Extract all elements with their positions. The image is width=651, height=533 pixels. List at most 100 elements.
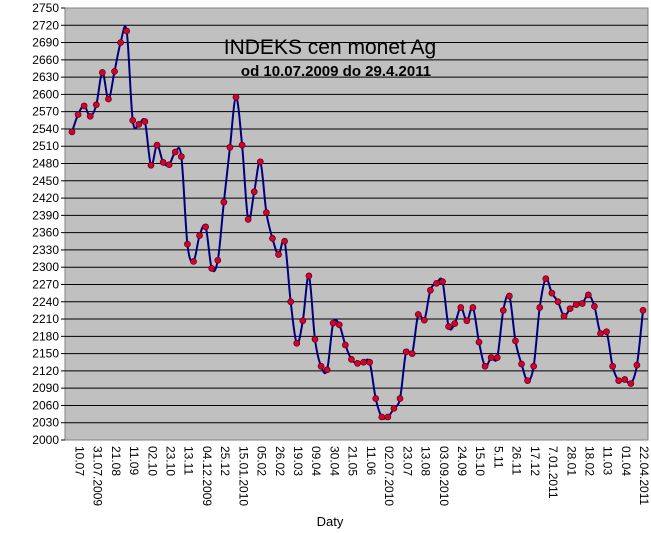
gridlines: [65, 24, 648, 424]
data-point: [542, 275, 550, 283]
data-point: [360, 358, 367, 366]
data-point: [384, 413, 392, 421]
data-point: [627, 380, 635, 387]
data-point: [378, 413, 386, 421]
x-tick-label: 15.10: [473, 446, 487, 476]
data-point: [171, 148, 179, 156]
x-tick-label: 04.12.2009: [200, 446, 214, 506]
x-tick-label: 15.01.2010: [236, 446, 250, 506]
data-point: [135, 121, 143, 128]
y-tick-label: 2690: [32, 36, 59, 50]
data-point: [299, 317, 307, 325]
data-point: [275, 251, 282, 258]
data-point: [457, 304, 465, 311]
chart-subtitle: od 10.07.2009 do 29.4.2011: [241, 63, 431, 80]
data-point: [536, 304, 544, 311]
data-point: [518, 360, 525, 368]
x-tick-label: 26.02: [273, 446, 287, 476]
data-point: [621, 376, 629, 383]
x-axis-ticks: 10.07 31.07.2009 21.08 11.09 02.10 23.10 13.11…: [72, 446, 651, 506]
y-tick-label: 2330: [32, 243, 59, 257]
data-point: [256, 158, 264, 166]
data-point: [177, 153, 185, 160]
data-point: [433, 279, 440, 287]
y-tick-label: 2570: [32, 105, 59, 119]
x-tick-label: 02.10: [145, 446, 159, 476]
x-axis-title: Daty: [317, 514, 344, 529]
x-tick-label: 11.09: [127, 446, 141, 475]
y-tick-label: 2300: [32, 260, 59, 274]
data-point: [220, 198, 228, 206]
x-tick-label: 09.04: [309, 446, 323, 476]
data-point: [329, 319, 337, 327]
plot-area: [64, 7, 649, 441]
x-tick-label: 23.10: [163, 446, 177, 476]
data-point: [86, 112, 94, 120]
x-tick-label: 18.02: [583, 446, 597, 476]
x-tick-label: 13.08: [419, 446, 433, 476]
x-tick-label: 03.09.2010: [437, 446, 451, 506]
data-point: [524, 377, 531, 385]
y-axis-ticks: 2000 2030 2060 2090 2120 2150 2180 2210 2240 2270…: [32, 1, 65, 447]
data-point: [202, 223, 209, 231]
y-tick-label: 2090: [32, 381, 59, 395]
data-point: [305, 272, 313, 280]
y-tick-label: 2600: [32, 87, 59, 101]
x-tick-label: 5.11: [491, 446, 505, 469]
y-tick-label: 2180: [32, 329, 59, 343]
data-point: [147, 161, 155, 169]
data-point: [572, 301, 580, 308]
data-point: [311, 335, 319, 343]
data-point: [80, 102, 88, 110]
data-point: [566, 305, 574, 313]
data-point: [554, 298, 562, 306]
data-point: [244, 216, 252, 223]
data-point: [469, 304, 477, 311]
data-point: [578, 300, 586, 307]
data-point: [92, 101, 100, 109]
data-point: [153, 141, 161, 149]
data-point: [439, 278, 446, 285]
x-tick-label: 21.08: [109, 446, 123, 476]
x-tick-label: 13.11: [182, 446, 196, 475]
data-point: [190, 258, 197, 265]
y-tick-label: 2660: [32, 53, 59, 67]
y-tick-label: 2000: [32, 433, 59, 447]
data-point: [420, 316, 428, 324]
data-point: [427, 286, 434, 294]
data-point: [99, 69, 106, 76]
data-point: [463, 317, 471, 325]
data-point: [402, 348, 410, 356]
y-tick-label: 2720: [32, 18, 59, 32]
data-point: [530, 362, 538, 370]
data-point: [117, 39, 124, 46]
data-point: [591, 303, 598, 310]
data-point: [74, 111, 82, 118]
data-point: [512, 337, 519, 345]
data-point: [481, 362, 489, 370]
y-tick-label: 2060: [32, 398, 59, 412]
data-point: [269, 235, 276, 242]
data-point: [123, 27, 131, 35]
data-point: [111, 68, 118, 75]
data-point: [342, 341, 349, 349]
data-point: [475, 338, 483, 346]
data-point: [184, 240, 191, 248]
x-tick-label: 25.12: [218, 446, 232, 476]
data-point: [250, 188, 258, 196]
y-tick-label: 2270: [32, 277, 59, 291]
x-tick-label: 05.02: [255, 446, 269, 476]
y-tick-label: 2480: [32, 157, 59, 171]
data-point: [263, 209, 270, 216]
data-point: [493, 354, 501, 361]
data-point: [335, 321, 343, 329]
x-tick-label: 19.03: [291, 446, 305, 476]
y-tick-label: 2450: [32, 174, 59, 188]
x-tick-label: 22.04.2011: [637, 446, 651, 505]
x-tick-label: 28.01: [564, 446, 578, 476]
data-point: [287, 298, 295, 306]
data-point: [445, 323, 452, 330]
data-point: [609, 362, 616, 370]
x-tick-label: 11.06: [364, 446, 378, 475]
